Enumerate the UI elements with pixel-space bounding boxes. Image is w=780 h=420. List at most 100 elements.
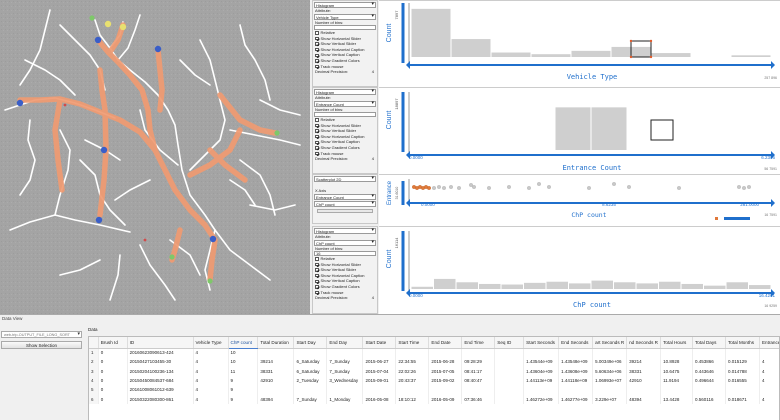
column-header[interactable]: Vehicle Type: [193, 337, 229, 349]
histogram-bar[interactable]: [524, 282, 546, 289]
histogram-bar[interactable]: [546, 281, 569, 289]
table-row[interactable]: 1 0 20160623090613-424 4 10: [89, 348, 779, 358]
gradient-colors-checkbox[interactable]: Show Gradient Colors: [313, 58, 377, 64]
histogram-bar[interactable]: [726, 282, 749, 289]
marker-blue[interactable]: [209, 235, 217, 243]
horizontal-caption-checkbox[interactable]: Show Horizontal Caption: [313, 134, 377, 140]
column-header[interactable]: End Seconds: [558, 337, 594, 349]
track-mouse-checkbox[interactable]: Track mouse: [313, 64, 377, 70]
attribute-select[interactable]: Vehicle Type: [314, 14, 376, 20]
column-header[interactable]: ChP count: [228, 337, 259, 349]
histogram-bar[interactable]: [411, 8, 451, 57]
scatterplot-2d[interactable]: Entrance 31.6010 0.0000 8.6235 281.0000 …: [379, 174, 780, 226]
scatterplot-svg[interactable]: Entrance 31.6010 0.0000 8.6235 281.0000 …: [379, 175, 780, 227]
histogram-chp-count[interactable]: Count 16114 0.0000 16.4261 ChP count 16 …: [379, 226, 780, 314]
scatter-point[interactable]: [627, 185, 631, 189]
marker-yellow[interactable]: [119, 23, 127, 31]
marker-green[interactable]: [89, 15, 95, 21]
histogram-bar[interactable]: [451, 39, 491, 57]
view-type-select[interactable]: Histogram: [314, 228, 376, 234]
view-type-select[interactable]: Scatterplot 2D: [314, 176, 376, 182]
scatter-point[interactable]: [469, 183, 473, 187]
relative-checkbox[interactable]: Relative: [313, 117, 377, 123]
scatter-point[interactable]: [537, 182, 541, 186]
histogram-bar[interactable]: [651, 53, 691, 57]
column-header[interactable]: End Day: [326, 337, 364, 349]
histogram-bar[interactable]: [704, 285, 726, 289]
data-table[interactable]: Brush Id ID Vehicle Type ChP count Total Dur…: [88, 336, 780, 420]
x-axis-select[interactable]: Entrance Count: [314, 194, 376, 200]
vertical-caption-checkbox[interactable]: Show Vertical Caption: [313, 52, 377, 58]
slider-right-handle[interactable]: [771, 61, 775, 69]
scatter-point[interactable]: [737, 185, 741, 189]
histogram-bar[interactable]: [569, 283, 591, 289]
scatter-point[interactable]: [457, 186, 461, 190]
histogram-bar[interactable]: [659, 281, 681, 289]
table-row[interactable]: 6 0 20150322080300-861 4 9 48394 7_Sunday 1_Mon…: [89, 394, 779, 404]
scatter-point[interactable]: [742, 186, 746, 190]
marker-blue[interactable]: [95, 216, 103, 224]
relative-checkbox[interactable]: Relative: [313, 30, 377, 36]
track-mouse-checkbox[interactable]: Track mouse: [313, 290, 377, 296]
histogram-svg[interactable]: Count 18897 0.0000 6.2396 Entrance Count…: [379, 88, 780, 175]
column-header[interactable]: Total Days: [692, 337, 726, 349]
brush-handle[interactable]: [649, 55, 653, 59]
vertical-caption-checkbox[interactable]: Show Vertical Caption: [313, 278, 377, 284]
column-header[interactable]: [89, 337, 99, 349]
column-header[interactable]: Total Hours: [660, 337, 694, 349]
scatter-point[interactable]: [612, 182, 616, 186]
scatter-point[interactable]: [677, 186, 681, 190]
histogram-bar[interactable]: [591, 107, 627, 150]
slider-right-handle[interactable]: [771, 289, 775, 297]
column-header[interactable]: Seq ID: [494, 337, 525, 349]
slider-right-handle[interactable]: [771, 151, 775, 159]
histogram-bar[interactable]: [591, 280, 614, 289]
column-header[interactable]: End Date: [428, 337, 463, 349]
road-network-map[interactable]: [0, 0, 310, 314]
scatter-point[interactable]: [747, 185, 751, 189]
bins-input[interactable]: [314, 25, 376, 30]
brush-handle[interactable]: [629, 39, 633, 43]
column-header[interactable]: Total Months: [725, 337, 760, 349]
marker-green[interactable]: [207, 278, 213, 284]
marker-blue[interactable]: [154, 45, 162, 53]
marker-green[interactable]: [169, 254, 175, 260]
decimal-precision[interactable]: Decimal Precision: 4: [315, 69, 374, 75]
scatter-point[interactable]: [507, 185, 511, 189]
histogram-bar[interactable]: [731, 55, 771, 57]
view-type-select[interactable]: Histogram: [314, 2, 376, 8]
vertical-slider-checkbox[interactable]: Show Vertical Slider: [313, 41, 377, 47]
brush-selection[interactable]: [650, 119, 674, 141]
column-header[interactable]: ID: [127, 337, 194, 349]
dataset-select[interactable]: web-trip-OUTPUT_FILE_LONG_SORT: [1, 331, 82, 338]
bins-input[interactable]: [314, 112, 376, 117]
horizontal-slider-checkbox[interactable]: Show Horizontal Slider: [313, 36, 377, 42]
histogram-bar[interactable]: [434, 278, 456, 289]
histogram-bar[interactable]: [555, 107, 591, 150]
marker-blue[interactable]: [100, 146, 108, 154]
histogram-bar[interactable]: [614, 282, 636, 289]
histogram-bar[interactable]: [501, 284, 524, 289]
brush-handle[interactable]: [629, 55, 633, 59]
column-header[interactable]: Total Duration: [257, 337, 295, 349]
scatter-point[interactable]: [442, 186, 446, 190]
column-header[interactable]: Start Seconds: [523, 337, 560, 349]
scatter-point[interactable]: [527, 186, 531, 190]
vertical-caption-checkbox[interactable]: Show Vertical Caption: [313, 139, 377, 145]
column-header[interactable]: nd Seconds R: [626, 337, 662, 349]
scatter-point[interactable]: [587, 186, 591, 190]
map-markers[interactable]: [16, 15, 280, 284]
histogram-bar[interactable]: [636, 283, 659, 289]
histogram-svg[interactable]: Count 7897 Vehicle Type 257 896: [379, 1, 780, 88]
scatter-point[interactable]: [449, 185, 453, 189]
histogram-bar[interactable]: [571, 50, 611, 57]
map-view[interactable]: [0, 0, 310, 314]
histogram-bar[interactable]: [749, 285, 771, 289]
column-header[interactable]: Entrance Co: [759, 337, 779, 349]
scatter-point[interactable]: [472, 185, 476, 189]
column-header[interactable]: Start Day: [293, 337, 328, 349]
slider-right-handle[interactable]: [771, 199, 775, 207]
marker-red[interactable]: [63, 103, 67, 107]
gradient-colors-checkbox[interactable]: Show Gradient Colors: [313, 145, 377, 151]
histogram-bar[interactable]: [456, 282, 479, 289]
